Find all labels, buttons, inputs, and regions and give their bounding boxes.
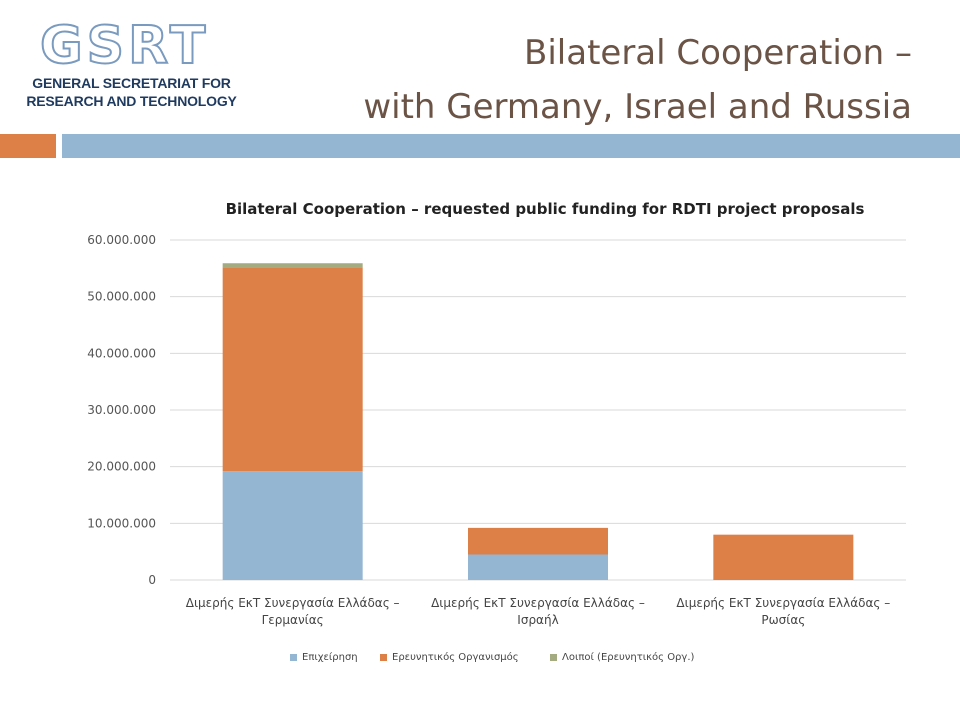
y-tick-label: 60.000.000 — [87, 233, 156, 247]
y-tick-label: 20.000.000 — [87, 460, 156, 474]
header-band — [62, 134, 960, 158]
x-category-label: Διμερής ΕκΤ Συνεργασία Ελλάδας – — [186, 596, 400, 610]
bar-segment — [222, 263, 363, 268]
bar-segment — [713, 534, 854, 580]
legend-swatch — [290, 653, 297, 661]
legend-item: Ερευνητικός Οργανισμός — [380, 652, 519, 663]
chart-legend: Επιχείρηση Ερευνητικός Οργανισμός Λοιποί (… — [260, 652, 730, 670]
legend-item: Επιχείρηση — [290, 652, 358, 663]
gsrt-logo: GSRT GENERAL SECRETARIAT FOR RESEARCH AN… — [14, 16, 249, 115]
accent-band — [0, 134, 56, 158]
logo-text: GENERAL SECRETARIAT FOR RESEARCH AND TEC… — [14, 74, 249, 110]
slide-title-line-1: Bilateral Cooperation – — [524, 33, 912, 73]
x-category-label: Διμερής ΕκΤ Συνεργασία Ελλάδας – — [431, 596, 645, 610]
y-tick-label: 0 — [148, 573, 156, 587]
bar-segment — [468, 554, 608, 580]
legend-label: Ερευνητικός Οργανισμός — [392, 652, 519, 663]
x-category-label: Διμερής ΕκΤ Συνεργασία Ελλάδας – — [676, 596, 890, 610]
bar-segment — [222, 471, 363, 580]
x-category-label: Ρωσίας — [761, 613, 805, 627]
slide-title-line-2: with Germany, Israel and Russia — [363, 87, 912, 127]
y-tick-label: 40.000.000 — [87, 346, 156, 360]
y-tick-label: 10.000.000 — [87, 516, 156, 530]
logo-line-1: GENERAL SECRETARIAT FOR — [32, 75, 231, 91]
bar-segment — [468, 527, 608, 555]
legend-swatch — [550, 653, 557, 661]
slide-title: Bilateral Cooperation – with Germany, Is… — [292, 26, 912, 134]
x-category-label: Ισραήλ — [517, 613, 558, 627]
x-category-label: Γερμανίας — [262, 613, 324, 627]
chart-title: Bilateral Cooperation – requested public… — [225, 200, 865, 218]
legend-swatch — [380, 653, 387, 661]
legend-label: Επιχείρηση — [302, 652, 358, 663]
logo-mark: GSRT — [39, 16, 210, 76]
bar-segment — [222, 267, 363, 472]
legend-label: Λοιποί (Ερευνητικός Οργ.) — [562, 652, 695, 663]
legend-item: Λοιποί (Ερευνητικός Οργ.) — [550, 652, 694, 663]
y-tick-label: 30.000.000 — [87, 403, 156, 417]
logo-line-2: RESEARCH AND TECHNOLOGY — [26, 93, 237, 109]
y-tick-label: 50.000.000 — [87, 290, 156, 304]
